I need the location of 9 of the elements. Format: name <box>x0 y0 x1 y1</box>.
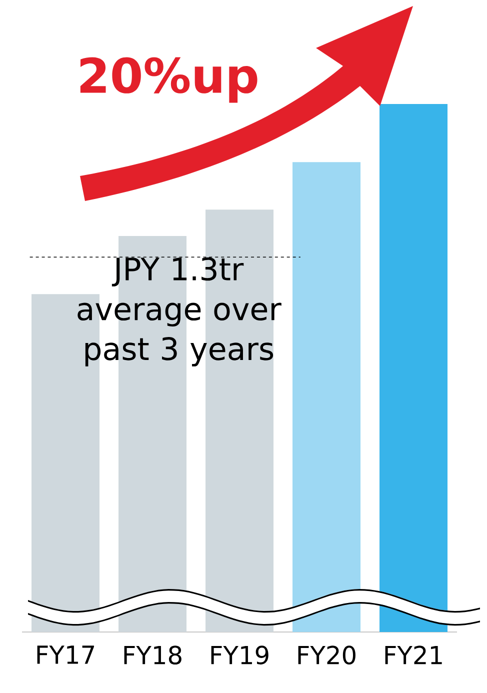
x-tick-label: FY19 <box>211 646 268 664</box>
x-tick-label: FY17 <box>37 646 94 664</box>
x-tick-label: FY20 <box>298 646 356 664</box>
ref-line-label: JPY 1.3tr average over past 3 years <box>78 257 282 366</box>
text: 20%up <box>80 57 258 103</box>
x-tick-label: FY21 <box>385 646 442 664</box>
bar <box>292 162 361 632</box>
bar <box>380 104 448 632</box>
x-tick-label: FY18 <box>124 646 182 664</box>
